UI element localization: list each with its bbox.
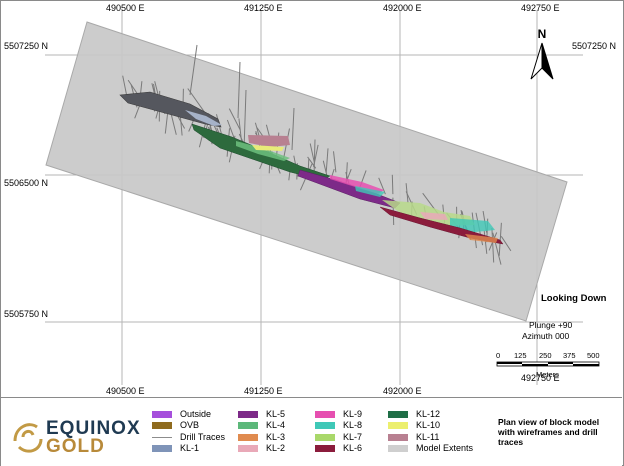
easting-label-top-3: 492000 E (383, 3, 422, 13)
legend-kl-2: KL-2 (238, 443, 285, 453)
legend-kl-12: KL-12 (388, 409, 440, 419)
azimuth-label: Azimuth 000 (522, 331, 570, 341)
view-label: Looking Down (541, 293, 607, 304)
drill-trace (307, 156, 317, 169)
northing-label-left-1: 5507250 N (4, 41, 49, 51)
scale-tick-250: 250 (539, 351, 552, 360)
legend-model-extents: Model Extents (388, 443, 473, 453)
easting-label-bottom-3: 492000 E (383, 386, 422, 396)
northing-label-right-1: 5507250 N (572, 41, 617, 51)
easting-label-top-2: 491250 E (244, 3, 283, 13)
legend-drill-traces: Drill Traces (152, 432, 225, 442)
drill-trace (498, 222, 502, 256)
wireframe-kl-10 (252, 145, 284, 151)
wireframe-kl-3 (465, 234, 498, 243)
wireframe-kl-1b (185, 110, 222, 126)
northing-label-left-2: 5506500 N (4, 178, 49, 188)
drill-trace (483, 230, 488, 254)
legend-kl-3: KL-3 (238, 432, 285, 442)
wireframes (119, 91, 504, 245)
drill-trace (491, 227, 495, 263)
scale-unit: Meters (536, 370, 559, 379)
drill-trace (291, 107, 295, 151)
legend-outside: Outside (152, 409, 211, 419)
north-arrow-icon (530, 42, 554, 80)
legend-kl-7: KL-7 (315, 432, 362, 442)
legend-ovb: OVB (152, 420, 199, 430)
legend-kl-10: KL-10 (388, 420, 440, 430)
drill-trace (313, 139, 316, 173)
legend-kl-4: KL-4 (238, 420, 285, 430)
easting-label-top-1: 490500 E (106, 3, 145, 13)
drill-trace (333, 151, 337, 173)
scale-bar (496, 361, 600, 367)
legend-kl-1: KL-1 (152, 443, 199, 453)
scale-tick-0: 0 (496, 351, 501, 360)
legend-kl-8: KL-8 (315, 420, 362, 430)
north-label: N (538, 27, 547, 41)
logo-line-1: EQUINOX (46, 418, 141, 439)
map-canvas: N (45, 10, 600, 385)
wireframe-kl-6 (379, 206, 504, 245)
map-caption: Plan view of block model with wireframes… (498, 417, 600, 447)
easting-label-bottom-1: 490500 E (106, 386, 145, 396)
drill-trace (228, 108, 241, 131)
legend-kl-5: KL-5 (238, 409, 285, 419)
scale-tick-375: 375 (563, 351, 576, 360)
scale-tick-125: 125 (514, 351, 527, 360)
drill-trace (313, 144, 319, 168)
legend-kl-11: KL-11 (388, 432, 439, 442)
legend-kl-6: KL-6 (315, 443, 362, 453)
wireframe-kl-4 (236, 141, 290, 161)
drill-trace (226, 119, 235, 139)
drill-trace (243, 89, 247, 151)
equinox-logo-icon (13, 423, 43, 453)
drill-trace (325, 148, 329, 173)
drill-trace (378, 177, 386, 195)
drill-trace (500, 236, 512, 252)
drill-trace (322, 160, 328, 178)
drill-trace (189, 44, 198, 96)
drill-trace (391, 174, 394, 195)
logo-line-2: GOLD (46, 436, 105, 457)
drill-trace (237, 61, 241, 119)
plunge-label: Plunge +90 (529, 320, 573, 330)
easting-label-top-4: 492750 E (521, 3, 560, 13)
drill-trace (309, 143, 315, 164)
easting-label-bottom-2: 491250 E (244, 386, 283, 396)
wireframe-kl-2 (420, 212, 448, 220)
easting-label-bottom-4: 492750 E (521, 373, 560, 383)
wireframe-kl-11 (248, 135, 290, 147)
wireframe-kl-8 (355, 186, 385, 197)
scale-tick-500: 500 (587, 351, 600, 360)
legend-panel: EQUINOX GOLD Outside OVB Drill Traces KL… (1, 397, 622, 466)
northing-label-left-3: 5505750 N (4, 309, 49, 319)
legend-kl-9: KL-9 (315, 409, 362, 419)
